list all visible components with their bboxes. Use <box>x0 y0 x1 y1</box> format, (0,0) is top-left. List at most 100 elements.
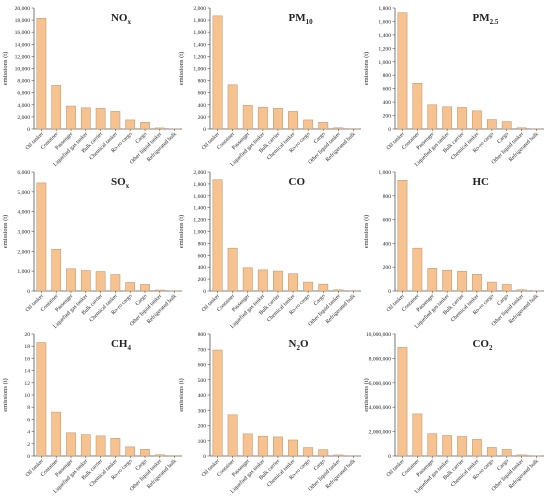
bar-1 <box>397 180 408 292</box>
bar-5 <box>457 271 467 292</box>
chart-panel-3: 0 200 400 600 800 1,000 1,200 1,400 1,600 1,800 em… <box>363 6 544 168</box>
y-tick-label: 0 <box>203 127 206 133</box>
bar-6 <box>472 439 482 457</box>
y-tick-label: 200 <box>198 277 207 283</box>
chart-title: NOx <box>111 12 131 26</box>
bar-4 <box>257 435 268 457</box>
y-tick-label: 1,800 <box>378 6 391 12</box>
bar-9 <box>154 289 165 292</box>
bar-5 <box>273 270 283 292</box>
chart-panel-4: 0 1,000 2,000 3,000 4,000 5,000 6,000 emissions… <box>2 170 182 330</box>
bar-6 <box>110 438 121 457</box>
chart-title: HC <box>472 176 489 188</box>
y-tick-label: 800 <box>198 241 207 247</box>
bar-2 <box>412 247 423 292</box>
y-tick-label: 600 <box>198 253 207 259</box>
y-tick-label: 600 <box>383 218 392 224</box>
bar-5 <box>273 108 283 130</box>
y-tick-label: 800 <box>198 332 207 338</box>
y-tick-label: 1,000 <box>193 230 206 236</box>
y-tick-label: 6,000 <box>17 91 30 97</box>
bar-9 <box>516 289 527 292</box>
bar-2 <box>51 249 62 292</box>
bar-2 <box>227 247 238 292</box>
bar-2 <box>227 414 238 457</box>
y-tick-label: 4,000 <box>17 210 30 216</box>
y-tick-label: 8,000 <box>17 79 30 85</box>
chart-title: CH4 <box>111 338 131 352</box>
y-tick-label: 1,000 <box>17 269 30 275</box>
bar-5 <box>457 436 467 457</box>
bar-4 <box>442 106 453 130</box>
bar-3 <box>66 268 76 292</box>
y-tick-label: 1,000 <box>193 67 206 73</box>
bar-5 <box>95 435 106 457</box>
y-axis-label: emissions (t) <box>178 378 185 411</box>
chart-title: CO <box>289 176 306 188</box>
y-tick-label: 0 <box>203 289 206 295</box>
y-tick-label: 1,600 <box>193 30 206 36</box>
y-tick-label: 20,000 <box>15 6 31 12</box>
bar-1 <box>36 18 47 130</box>
chart-title: SOx <box>111 176 130 190</box>
bar-7 <box>125 282 136 292</box>
bar-8 <box>318 283 329 292</box>
bar-8 <box>140 284 150 292</box>
y-tick-label: 16,000 <box>15 30 31 36</box>
y-axis-label: emissions (t) <box>178 52 185 85</box>
y-tick-label: 4,000 <box>17 103 30 109</box>
bar-1 <box>36 342 47 457</box>
y-tick-label: 400 <box>198 103 207 109</box>
y-tick-label: 1,600 <box>193 194 206 200</box>
bar-3 <box>66 105 76 130</box>
bar-2 <box>227 84 238 130</box>
bar-1 <box>397 347 408 457</box>
bar-2 <box>412 413 423 457</box>
y-tick-label: 1,800 <box>193 18 206 24</box>
bar-4 <box>257 269 268 292</box>
chart-title: CO2 <box>472 338 493 352</box>
y-axis-label: emissions (t) <box>2 215 9 248</box>
y-tick-label: 500 <box>198 378 207 384</box>
bar-3 <box>242 105 253 130</box>
bar-9 <box>516 127 527 130</box>
y-tick-label: 600 <box>198 91 207 97</box>
bar-6 <box>288 439 298 457</box>
y-tick-label: 1,200 <box>378 46 391 52</box>
bar-4 <box>442 435 453 457</box>
bar-8 <box>140 449 150 457</box>
y-tick-label: 0 <box>388 127 391 133</box>
bar-6 <box>472 110 482 130</box>
y-tick-label: 8,000,000 <box>369 356 392 362</box>
y-tick-label: 2,000,000 <box>369 430 392 436</box>
y-tick-label: 3,000 <box>17 230 30 236</box>
y-tick-label: 600 <box>383 87 392 93</box>
y-tick-label: 14 <box>24 369 30 375</box>
bar-3 <box>427 104 438 130</box>
y-tick-label: 12,000 <box>15 54 31 60</box>
bar-4 <box>257 106 268 130</box>
bar-4 <box>80 270 91 292</box>
y-tick-label: 1,400 <box>378 33 391 39</box>
y-tick-label: 14,000 <box>15 42 31 48</box>
bar-6 <box>472 274 482 292</box>
bar-8 <box>501 121 512 130</box>
bar-9 <box>333 127 344 130</box>
y-tick-label: 18 <box>24 344 30 350</box>
bar-3 <box>242 433 253 457</box>
y-tick-label: 1,400 <box>193 206 206 212</box>
y-tick-label: 5,000 <box>17 190 30 196</box>
bar-4 <box>442 269 453 292</box>
y-tick-label: 700 <box>198 347 207 353</box>
bar-8 <box>318 449 329 457</box>
bar-5 <box>95 108 106 130</box>
y-tick-label: 400 <box>198 265 207 271</box>
bar-7 <box>125 119 136 130</box>
y-tick-label: 10,000,000 <box>366 332 391 338</box>
bar-7 <box>486 447 497 457</box>
y-tick-label: 0 <box>27 127 30 133</box>
